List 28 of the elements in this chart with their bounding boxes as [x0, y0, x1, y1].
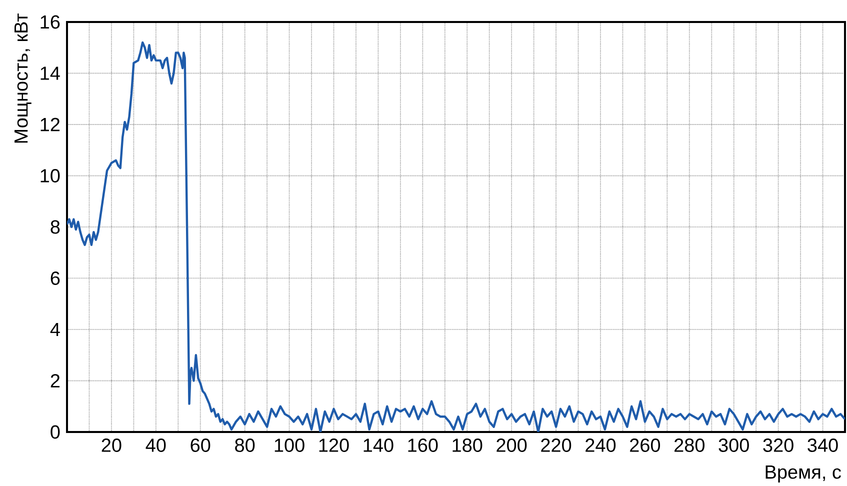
y-tick-label: 12	[40, 118, 60, 132]
x-tick-label: 160	[408, 438, 438, 452]
x-tick-label: 340	[808, 438, 838, 452]
x-tick-label: 180	[452, 438, 482, 452]
x-tick-label: 280	[674, 438, 704, 452]
y-axis-title: Мощность, кВт	[14, 14, 32, 143]
y-tick-label: 0	[50, 425, 60, 439]
x-tick-label: 60	[190, 438, 210, 452]
y-tick-label: 16	[40, 15, 60, 29]
y-tick-label: 14	[40, 66, 60, 80]
y-tick-label: 8	[50, 220, 60, 234]
x-tick-label: 140	[364, 438, 394, 452]
y-tick-label: 2	[50, 374, 60, 388]
x-tick-label: 100	[274, 438, 304, 452]
x-tick-label: 120	[319, 438, 349, 452]
y-tick-label: 4	[50, 322, 60, 336]
x-tick-label: 320	[763, 438, 794, 452]
x-tick-label: 260	[630, 438, 660, 452]
x-tick-label: 240	[586, 438, 616, 452]
x-tick-label: 20	[102, 438, 122, 452]
x-tick-label: 80	[235, 438, 255, 452]
x-axis-title: Время, с	[766, 466, 841, 483]
x-tick-label: 300	[718, 438, 749, 452]
x-tick-label: 200	[496, 438, 527, 452]
x-tick-label: 220	[541, 438, 572, 452]
y-tick-label: 10	[40, 169, 60, 182]
x-tick-label: 40	[146, 438, 166, 452]
y-tick-label: 6	[50, 272, 60, 285]
